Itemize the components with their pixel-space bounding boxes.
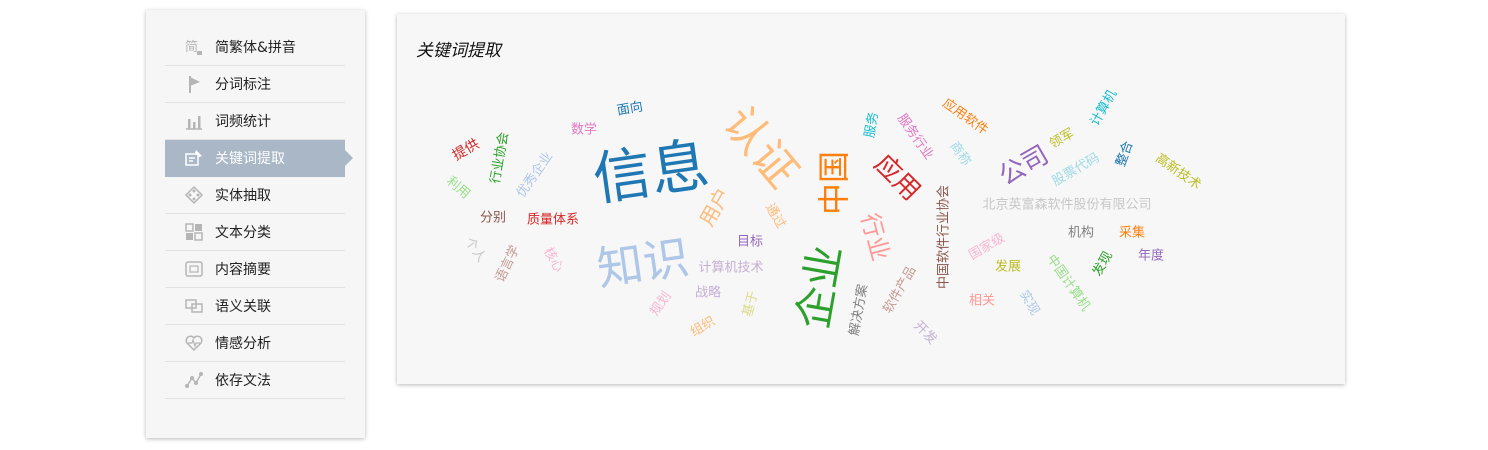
- cloud-word: 知识: [593, 229, 693, 297]
- sidebar-item-classify[interactable]: 文本分类: [165, 214, 345, 251]
- cloud-word: 个人: [461, 235, 489, 265]
- cloud-word: 数学: [570, 122, 598, 138]
- sidebar-item-simplified[interactable]: 简 简繁体&拼音: [165, 29, 345, 66]
- sidebar-menu: 简 简繁体&拼音 分词标注: [165, 29, 353, 399]
- bar-chart-icon: [183, 110, 205, 132]
- sidebar-item-label: 实体抽取: [215, 188, 271, 204]
- cloud-word: 面向: [615, 99, 645, 119]
- flag-icon: [183, 73, 205, 95]
- panel-title: 关键词提取: [416, 41, 501, 61]
- cloud-word: 行业协会: [488, 131, 512, 185]
- dependency-icon: [183, 369, 205, 391]
- sidebar-item-label: 依存文法: [215, 373, 271, 389]
- sidebar-item-keywords[interactable]: 关键词提取: [165, 140, 353, 177]
- heart-icon: [183, 332, 205, 354]
- cloud-word: 语言学: [492, 243, 524, 285]
- sidebar-item-label: 词频统计: [215, 114, 271, 130]
- keyword-extract-icon: [183, 147, 205, 169]
- cloud-word: 提供: [449, 136, 483, 164]
- cloud-word: 高新技术: [1152, 150, 1204, 194]
- link-icon: [183, 295, 205, 317]
- cloud-word: 中国软件行业协会: [936, 184, 952, 290]
- cloud-word: 行业: [855, 210, 895, 264]
- grid-icon: [183, 221, 205, 243]
- cloud-word: 战略: [694, 285, 722, 301]
- cloud-word: 相关: [968, 293, 996, 309]
- cloud-word: 采集: [1118, 225, 1146, 241]
- cloud-word: 发展: [994, 259, 1022, 275]
- cloud-word: 北京英富森软件股份有限公司: [982, 197, 1152, 213]
- cloud-word: 目标: [736, 234, 764, 250]
- sidebar-item-label: 情感分析: [215, 336, 271, 352]
- sidebar-item-summary[interactable]: 内容摘要: [165, 251, 345, 288]
- sidebar-item-semantic[interactable]: 语义关联: [165, 288, 345, 325]
- cloud-word: 股票代码: [1049, 150, 1103, 190]
- cloud-word: 国家级: [966, 230, 1008, 264]
- cloud-word: 机构: [1067, 225, 1095, 241]
- cloud-word: 应用软件: [939, 95, 991, 139]
- cloud-word: 解决方案: [847, 283, 871, 337]
- cloud-word: 公司: [993, 140, 1055, 192]
- sidebar-item-label: 关键词提取: [215, 151, 285, 167]
- sidebar-item-entity[interactable]: 实体抽取: [165, 177, 345, 214]
- cloud-word: 中国: [815, 150, 853, 216]
- cloud-word: 开发: [910, 318, 940, 348]
- cloud-word: 质量体系: [526, 212, 580, 228]
- cloud-word: 商称: [946, 139, 974, 169]
- cloud-word: 领军: [1046, 126, 1078, 152]
- word-cloud: 信息 知识 认证 企业 中国 应用 行业 公司 用户 北京英富森软件股份有限公司 提供 行业协会 优秀企…: [397, 14, 1345, 384]
- sidebar-item-dependency[interactable]: 依存文法: [165, 362, 345, 399]
- cloud-word: 信息: [588, 130, 714, 214]
- sidebar-item-label: 语义关联: [215, 299, 271, 315]
- sidebar-item-segment[interactable]: 分词标注: [165, 66, 345, 103]
- cloud-word: 基于: [740, 289, 762, 319]
- cloud-word: 优秀企业: [513, 149, 557, 201]
- cloud-word: 应用: [868, 149, 926, 207]
- sidebar-item-label: 内容摘要: [215, 262, 271, 278]
- cloud-word: 软件产品: [880, 263, 920, 317]
- cloud-word: 服务行业: [893, 111, 937, 163]
- summary-icon: [183, 258, 205, 280]
- sidebar-item-label: 简繁体&拼音: [215, 40, 296, 56]
- entity-icon: [183, 184, 205, 206]
- cloud-word: 分别: [479, 210, 507, 226]
- cloud-word: 年度: [1137, 248, 1165, 264]
- cloud-word: 中国计算机: [1043, 252, 1093, 314]
- cloud-word: 认证: [712, 97, 809, 198]
- sidebar-item-sentiment[interactable]: 情感分析: [165, 325, 345, 362]
- cloud-word: 组织: [687, 314, 719, 340]
- simplified-char-icon: 简: [183, 36, 205, 58]
- cloud-word: 核心: [540, 244, 566, 276]
- cloud-word: 发现: [1090, 248, 1116, 280]
- svg-text:简: 简: [185, 39, 198, 55]
- cloud-word: 整合: [1113, 139, 1137, 169]
- cloud-word: 利用: [443, 173, 473, 203]
- sidebar-item-frequency[interactable]: 词频统计: [165, 103, 345, 140]
- sidebar: 简 简繁体&拼音 分词标注: [146, 10, 365, 438]
- cloud-word: 通过: [762, 200, 788, 232]
- cloud-word: 服务: [862, 110, 882, 140]
- cloud-word: 规划: [647, 289, 675, 319]
- cloud-word: 计算机技术: [698, 260, 764, 276]
- sidebar-item-label: 分词标注: [215, 77, 271, 93]
- cloud-word: 实现: [1016, 287, 1042, 319]
- keyword-panel: 关键词提取 信息 知识 认证 企业 中国 应用 行业 公司 用户 北京英富森软件股份有限公司 提供行…: [397, 14, 1345, 384]
- sidebar-item-label: 文本分类: [215, 225, 271, 241]
- cloud-word: 企业: [788, 241, 851, 333]
- cloud-word: 计算机: [1087, 87, 1121, 129]
